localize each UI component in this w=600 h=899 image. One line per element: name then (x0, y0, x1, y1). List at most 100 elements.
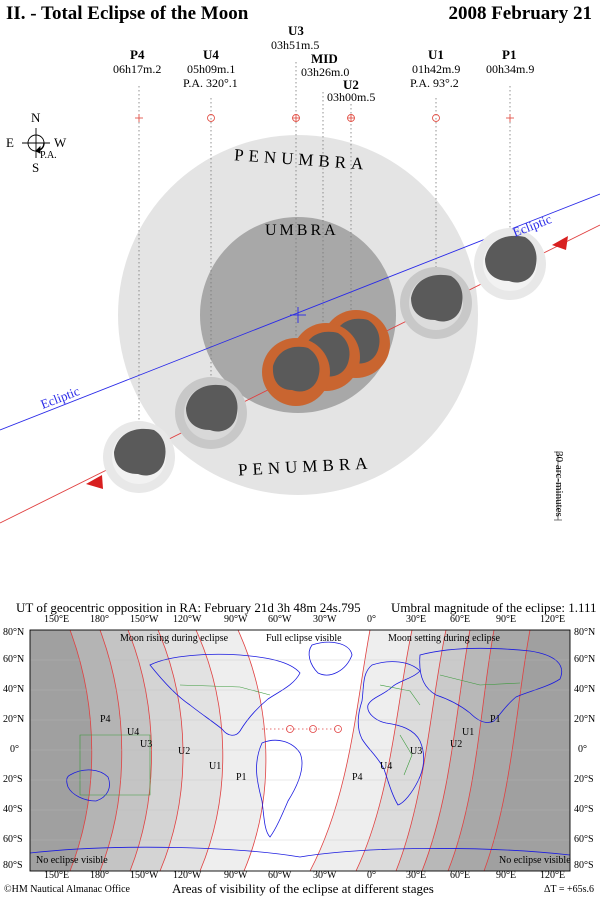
sub-moon-markers (262, 725, 342, 733)
copyright: ©HM Nautical Almanac Office (4, 884, 130, 895)
lon-top-9: 60°E (450, 614, 471, 625)
lon-top-8: 30°E (406, 614, 427, 625)
curve-east-p4: P4 (352, 772, 363, 783)
moon-u4 (175, 377, 247, 449)
eclipse-date: 2008 February 21 (448, 3, 592, 24)
lat-left-6: 40°S (3, 804, 23, 815)
borders (79, 674, 521, 796)
curve-west-p1: P1 (236, 772, 247, 783)
compass-north: N (31, 110, 41, 125)
contact-p4-time: 06h17m.2 (113, 62, 162, 76)
region-no-eclipse-left: No eclipse visible (36, 855, 108, 866)
contact-u2-name: U2 (343, 77, 359, 92)
coastlines (30, 641, 570, 858)
map-caption: Areas of visibility of the eclipse at di… (172, 881, 434, 896)
contact-u1-name: U1 (428, 47, 444, 62)
lon-top-3: 120°W (173, 614, 202, 625)
lon-top-7: 0° (367, 614, 376, 625)
scale-label: 30 arc-minutes (552, 451, 565, 517)
lat-right-0: 80°N (574, 627, 596, 638)
umbral-magnitude: Umbral magnitude of the eclipse: 1.111 (391, 600, 597, 615)
lon-top-0: 150°E (44, 614, 70, 625)
contact-p4-name: P4 (130, 47, 145, 62)
path-arrow-left (86, 475, 103, 489)
visibility-map (29, 629, 571, 872)
moon-p1 (474, 228, 546, 300)
moon-u3 (262, 338, 330, 406)
region-moon-setting: Moon setting during eclipse (388, 633, 500, 644)
lat-left-0: 80°N (3, 627, 25, 638)
region-moon-rising: Moon rising during eclipse (120, 633, 229, 644)
lat-left-1: 60°N (3, 654, 25, 665)
lon-top-5: 60°W (268, 614, 292, 625)
contact-u1-pa: P.A. 93°.2 (410, 76, 459, 90)
curve-west-u2: U2 (178, 746, 191, 757)
lon-bottom-5: 60°W (268, 870, 292, 881)
contact-u4-pa: P.A. 320°.1 (183, 76, 238, 90)
curve-west-u1: U1 (209, 761, 222, 772)
lon-top-1: 180° (90, 614, 109, 625)
region-full-eclipse: Full eclipse visible (266, 633, 342, 644)
contact-u3-time: 03h51m.5 (271, 38, 320, 52)
curve-east-u3: U3 (410, 746, 423, 757)
region-no-eclipse-right: No eclipse visible (499, 855, 571, 866)
lon-bottom-2: 150°W (130, 870, 159, 881)
eclipse-diagram (0, 62, 600, 524)
lat-right-5: 20°S (574, 774, 594, 785)
lat-left-2: 40°N (3, 684, 25, 695)
umbra-label: UMBRA (265, 222, 339, 239)
contact-p1-time: 00h34m.9 (486, 62, 535, 76)
lat-left-8: 80°S (3, 860, 23, 871)
curve-east-u2: U2 (450, 739, 463, 750)
curve-east-u1: U1 (462, 727, 475, 738)
curve-east-p1: P1 (490, 714, 501, 725)
lat-right-4: 0° (578, 744, 587, 755)
moon-u1 (400, 267, 472, 339)
lat-right-6: 40°S (574, 804, 594, 815)
lat-left-3: 20°N (3, 714, 25, 725)
lon-bottom-8: 30°E (406, 870, 427, 881)
opposition-time: UT of geocentric opposition in RA: Febru… (16, 600, 361, 615)
lon-bottom-6: 30°W (313, 870, 337, 881)
lat-left-5: 20°S (3, 774, 23, 785)
lon-bottom-10: 90°E (496, 870, 517, 881)
lon-bottom-0: 150°E (44, 870, 70, 881)
curve-west-u3: U3 (140, 739, 153, 750)
lon-bottom-4: 90°W (224, 870, 248, 881)
scale-bar (554, 451, 562, 521)
lat-left-7: 60°S (3, 834, 23, 845)
compass-south: S (32, 160, 40, 175)
curve-west-p4: P4 (100, 714, 111, 725)
lat-right-7: 60°S (574, 834, 594, 845)
lat-right-1: 60°N (574, 654, 596, 665)
compass-rose (22, 128, 50, 158)
lon-top-6: 30°W (313, 614, 337, 625)
lon-top-10: 90°E (496, 614, 517, 625)
lon-top-4: 90°W (224, 614, 248, 625)
compass-pa-label: P.A. (40, 150, 57, 161)
lon-bottom-3: 120°W (173, 870, 202, 881)
lon-bottom-7: 0° (367, 870, 376, 881)
shadow-centre-cross (290, 307, 306, 323)
contact-mid-name: MID (311, 51, 338, 66)
lon-bottom-9: 60°E (450, 870, 471, 881)
lon-top-11: 120°E (540, 614, 566, 625)
page-title: II. - Total Eclipse of the Moon (6, 3, 249, 24)
contact-u2-time: 03h00m.5 (327, 90, 376, 104)
lat-left-4: 0° (10, 744, 19, 755)
lon-bottom-11: 120°E (540, 870, 566, 881)
map-frame (29, 629, 571, 872)
contact-u1-time: 01h42m.9 (412, 62, 461, 76)
lon-bottom-1: 180° (90, 870, 109, 881)
lat-grid (30, 659, 570, 841)
lon-top-2: 150°W (130, 614, 159, 625)
path-arrow-right (552, 236, 568, 250)
contact-markers (135, 114, 514, 122)
contact-u4-time: 05h09m.1 (187, 62, 236, 76)
delta-t: ΔT = +65s.6 (544, 884, 595, 895)
lat-right-8: 80°S (574, 860, 594, 871)
moon-p4 (103, 421, 175, 493)
curve-east-u4: U4 (380, 761, 393, 772)
compass-west: W (54, 135, 67, 150)
lat-right-3: 20°N (574, 714, 596, 725)
